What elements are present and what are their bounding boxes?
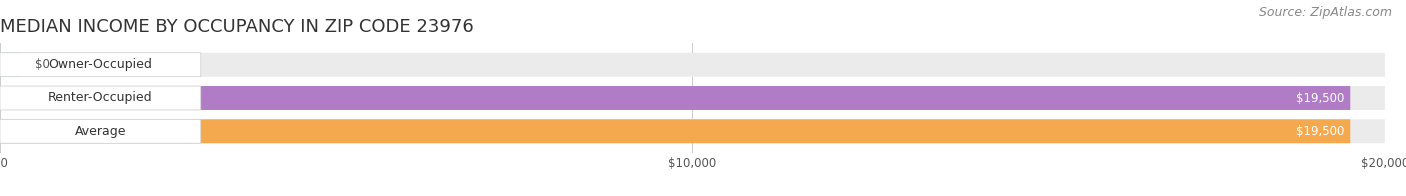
- FancyBboxPatch shape: [0, 53, 201, 77]
- FancyBboxPatch shape: [0, 86, 1350, 110]
- FancyBboxPatch shape: [0, 53, 1385, 77]
- Text: Renter-Occupied: Renter-Occupied: [48, 92, 153, 104]
- Text: $0: $0: [35, 58, 49, 71]
- Text: Average: Average: [75, 125, 127, 138]
- FancyBboxPatch shape: [0, 119, 1350, 143]
- FancyBboxPatch shape: [0, 53, 21, 77]
- Text: $19,500: $19,500: [1296, 92, 1344, 104]
- FancyBboxPatch shape: [0, 86, 201, 110]
- FancyBboxPatch shape: [0, 86, 1385, 110]
- Text: MEDIAN INCOME BY OCCUPANCY IN ZIP CODE 23976: MEDIAN INCOME BY OCCUPANCY IN ZIP CODE 2…: [0, 18, 474, 36]
- FancyBboxPatch shape: [0, 119, 201, 143]
- FancyBboxPatch shape: [0, 119, 1385, 143]
- Text: Owner-Occupied: Owner-Occupied: [48, 58, 152, 71]
- Text: Source: ZipAtlas.com: Source: ZipAtlas.com: [1258, 6, 1392, 19]
- Text: $19,500: $19,500: [1296, 125, 1344, 138]
